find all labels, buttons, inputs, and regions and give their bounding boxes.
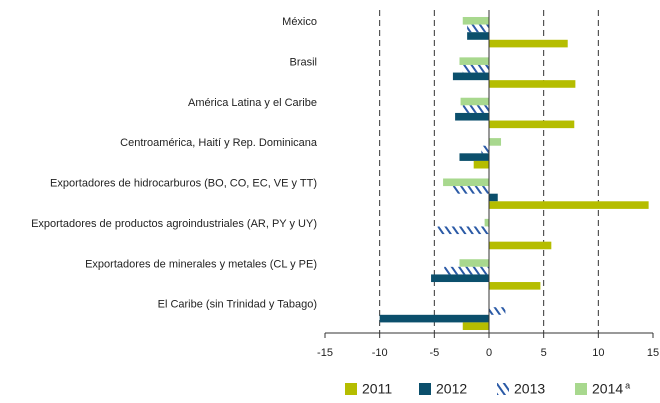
- bar: [467, 24, 489, 33]
- legend-superscript: a: [625, 380, 630, 390]
- legend-label: 2012: [436, 381, 467, 397]
- x-tick-label: 0: [486, 347, 492, 359]
- x-tick-label: 15: [647, 347, 659, 359]
- bar: [459, 259, 489, 267]
- category-label: América Latina y el Caribe: [188, 97, 317, 109]
- bar: [462, 16, 489, 25]
- bar: [460, 97, 489, 106]
- bar: [484, 218, 489, 227]
- x-tick-label: -5: [429, 347, 439, 359]
- bar: [455, 112, 489, 121]
- legend-label: 2013: [514, 381, 545, 397]
- legend-swatch: [497, 383, 509, 395]
- bar: [489, 282, 541, 290]
- category-label: El Caribe (sin Trinidad y Tabago): [158, 299, 317, 311]
- bar: [489, 307, 506, 315]
- category-label: Centroamérica, Haití y Rep. Dominicana: [120, 137, 318, 149]
- bar: [489, 120, 575, 129]
- x-tick-label: -15: [317, 347, 333, 359]
- bar: [481, 145, 489, 154]
- x-tick-label: 5: [541, 347, 547, 359]
- bar: [489, 201, 649, 209]
- bar: [459, 153, 489, 161]
- category-label: México: [282, 16, 317, 28]
- legend-label: 2014: [592, 381, 623, 397]
- bar: [379, 314, 489, 323]
- bar: [462, 64, 489, 73]
- legend-swatch: [575, 383, 587, 395]
- bar: [437, 226, 489, 235]
- bar: [489, 193, 498, 202]
- bar: [489, 39, 568, 48]
- category-label: Exportadores de minerales y metales (CL …: [85, 258, 317, 270]
- bar: [444, 266, 489, 275]
- bar: [489, 241, 552, 250]
- bar: [489, 138, 502, 146]
- bar: [452, 72, 489, 81]
- category-label: Brasil: [289, 56, 317, 68]
- bar: [452, 186, 489, 194]
- bar: [489, 80, 576, 88]
- category-label: Exportadores de productos agroindustrial…: [31, 218, 317, 230]
- bar: [462, 105, 489, 113]
- x-tick-label: 10: [592, 347, 604, 359]
- bar: [443, 178, 489, 187]
- bar: [473, 160, 489, 169]
- bar: [462, 322, 489, 331]
- category-label: Exportadores de hidrocarburos (BO, CO, E…: [50, 178, 317, 190]
- x-tick-label: -10: [372, 347, 388, 359]
- bar: [459, 57, 489, 65]
- bar: [431, 274, 489, 283]
- legend-swatch: [419, 383, 431, 395]
- legend-swatch: [345, 383, 357, 395]
- legend-label: 2011: [362, 381, 392, 397]
- bar: [467, 32, 489, 40]
